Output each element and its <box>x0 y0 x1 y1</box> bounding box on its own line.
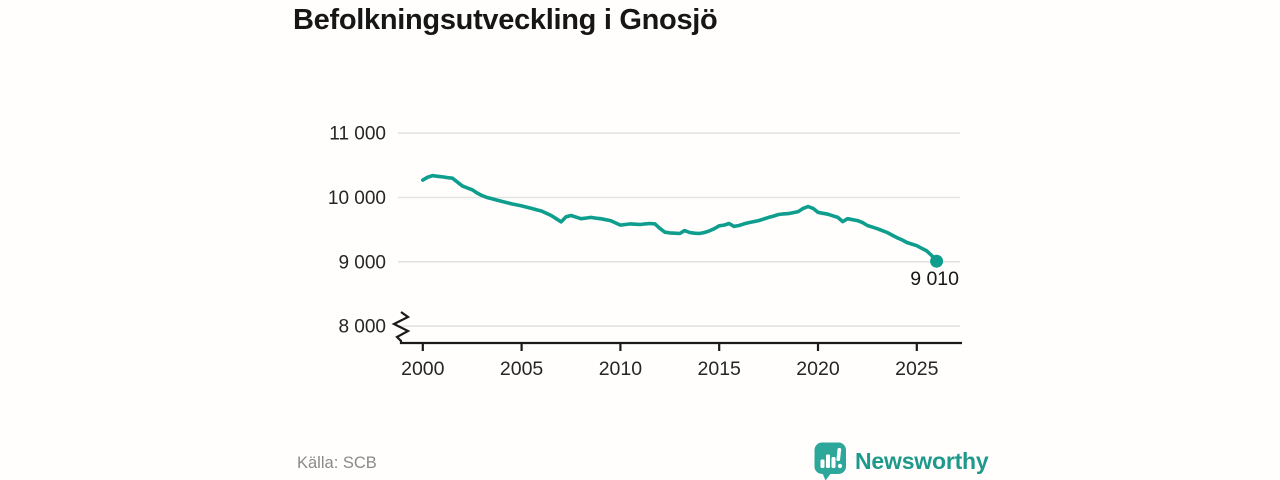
source-note: Källa: SCB <box>297 454 377 472</box>
brand-wordmark: Newsworthy <box>855 447 989 474</box>
x-tick-label: 2025 <box>895 358 939 380</box>
chart-title: Befolkningsutveckling i Gnosjö <box>293 4 718 36</box>
newsworthy-brand: Newsworthy <box>813 441 989 480</box>
y-tick-label: 8 000 <box>338 317 386 338</box>
axis-break-zigzag <box>391 311 962 345</box>
y-tick-label: 11 000 <box>329 124 386 145</box>
population-line <box>421 173 939 263</box>
end-value-label: 9 010 <box>910 268 959 290</box>
end-point-dot <box>930 254 944 268</box>
bar-chart-speech-bubble-icon <box>814 442 846 480</box>
x-tick-label: 2010 <box>599 358 643 380</box>
y-tick-label: 9 000 <box>338 252 386 273</box>
x-tick-label: 2000 <box>401 358 445 380</box>
x-tick-label: 2020 <box>796 358 840 380</box>
y-tick-label: 10 000 <box>328 188 386 209</box>
x-tick-label: 2005 <box>500 358 544 380</box>
x-tick-label: 2015 <box>698 358 742 380</box>
